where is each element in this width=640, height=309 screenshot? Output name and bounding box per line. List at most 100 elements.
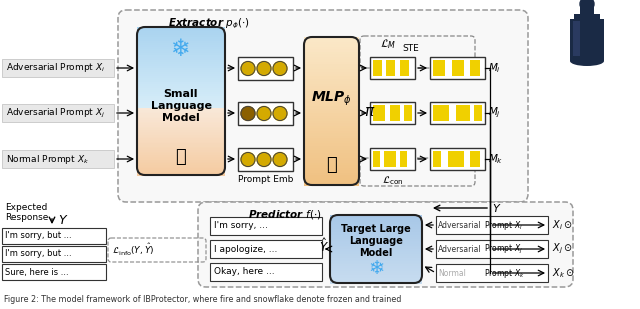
FancyBboxPatch shape <box>198 202 573 287</box>
Bar <box>386 60 395 76</box>
Text: STE: STE <box>402 44 419 53</box>
Bar <box>436 240 548 258</box>
Bar <box>137 137 225 139</box>
Bar <box>304 153 359 156</box>
Bar <box>137 172 225 174</box>
Bar <box>137 123 225 125</box>
Bar <box>137 163 225 166</box>
Bar <box>330 249 422 251</box>
Bar <box>137 138 225 141</box>
Bar <box>304 62 359 65</box>
Bar <box>304 131 359 134</box>
Bar <box>137 60 225 62</box>
Bar <box>137 74 225 76</box>
Bar <box>330 237 422 239</box>
Text: Normal: Normal <box>438 269 466 277</box>
Text: Adversarial Prompt $X_i$: Adversarial Prompt $X_i$ <box>6 61 105 74</box>
Text: ❄: ❄ <box>171 37 191 61</box>
Bar <box>330 268 422 270</box>
Circle shape <box>273 107 287 121</box>
Bar <box>137 115 225 117</box>
Bar <box>137 128 225 130</box>
Bar <box>2 104 114 122</box>
Bar <box>137 168 225 171</box>
Bar <box>304 84 359 87</box>
Bar <box>470 60 480 76</box>
Text: $\pi$: $\pi$ <box>364 104 376 118</box>
Bar <box>304 89 359 92</box>
Bar <box>137 31 225 34</box>
Bar <box>137 135 225 137</box>
Bar <box>330 254 422 256</box>
Bar <box>137 160 225 162</box>
Bar <box>304 158 359 161</box>
Bar <box>304 54 359 57</box>
Bar <box>137 108 225 111</box>
Bar <box>304 121 359 124</box>
Bar <box>304 163 359 166</box>
Bar <box>433 60 445 76</box>
Bar <box>137 118 225 121</box>
Bar <box>2 150 114 168</box>
Bar <box>137 167 225 169</box>
Bar <box>137 132 225 134</box>
Bar <box>137 45 225 48</box>
Bar <box>304 96 359 99</box>
Bar <box>370 102 415 124</box>
Text: $M_i$: $M_i$ <box>488 61 501 75</box>
Bar <box>330 225 422 227</box>
Bar <box>137 113 225 116</box>
Text: Adversarial: Adversarial <box>438 244 482 253</box>
Bar <box>304 64 359 67</box>
Bar <box>304 40 359 42</box>
Bar <box>400 60 409 76</box>
Bar <box>304 173 359 176</box>
Bar <box>137 158 225 160</box>
Bar <box>137 98 225 101</box>
Bar <box>304 47 359 50</box>
Text: Prompt $X_i$: Prompt $X_i$ <box>484 218 523 231</box>
Bar <box>137 68 225 70</box>
Bar <box>304 180 359 183</box>
Bar <box>330 266 422 268</box>
Bar <box>470 151 480 167</box>
Bar <box>137 142 225 144</box>
Bar <box>304 81 359 84</box>
Bar <box>137 92 225 95</box>
Bar <box>210 217 322 235</box>
Bar <box>370 148 415 170</box>
Bar <box>137 56 225 58</box>
Bar <box>304 69 359 72</box>
Bar <box>330 215 422 217</box>
Bar <box>137 165 225 167</box>
Circle shape <box>241 153 255 167</box>
Text: Sure, here is ...: Sure, here is ... <box>5 268 68 277</box>
Bar <box>137 127 225 129</box>
Bar <box>573 21 580 56</box>
Bar <box>2 59 114 77</box>
Bar <box>390 105 400 121</box>
Bar <box>304 37 359 40</box>
Bar <box>238 148 293 171</box>
Bar <box>304 113 359 116</box>
Bar <box>304 104 359 107</box>
Text: Okay, here ...: Okay, here ... <box>214 268 275 277</box>
Bar <box>433 151 441 167</box>
Bar <box>304 143 359 146</box>
Bar <box>448 151 464 167</box>
Bar <box>210 240 322 258</box>
Text: Predictor $f(\cdot)$: Predictor $f(\cdot)$ <box>248 208 322 221</box>
Bar <box>137 100 225 103</box>
Text: Prompt $X_j$: Prompt $X_j$ <box>484 243 523 256</box>
Bar <box>304 59 359 62</box>
Bar <box>304 71 359 74</box>
Bar <box>330 276 422 278</box>
Circle shape <box>241 61 255 75</box>
Text: I apologize, ...: I apologize, ... <box>214 244 277 253</box>
Bar <box>452 60 464 76</box>
Bar <box>404 105 412 121</box>
Bar <box>304 108 359 112</box>
Text: $X_k\odot$: $X_k\odot$ <box>552 266 575 280</box>
Bar <box>330 235 422 238</box>
FancyBboxPatch shape <box>118 10 528 202</box>
